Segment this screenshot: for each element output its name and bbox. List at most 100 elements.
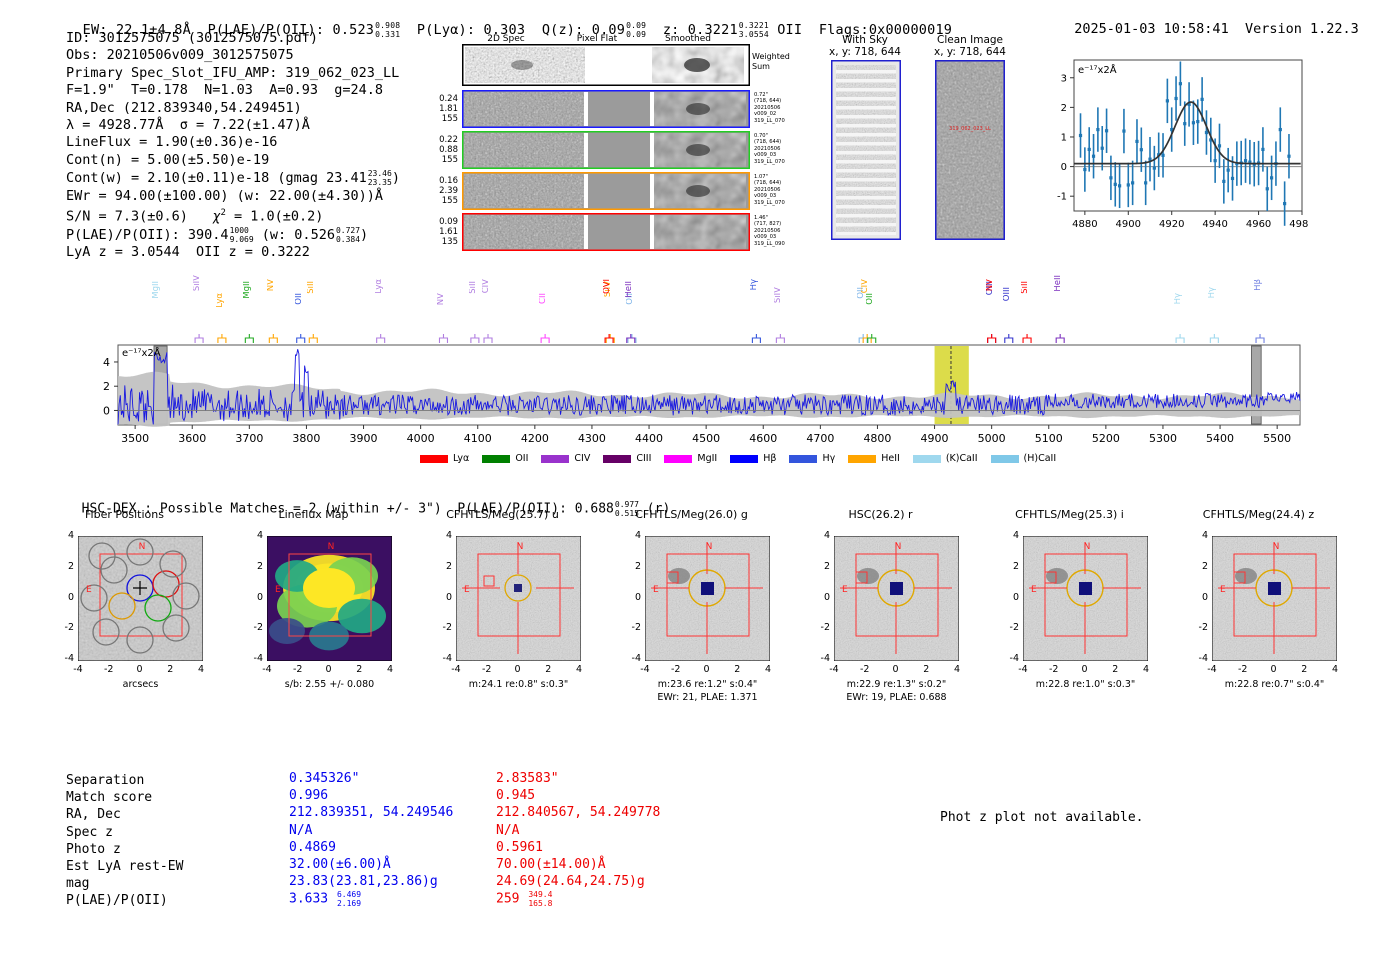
imaging-xtick: 0 — [1270, 664, 1277, 675]
object-info-block: ID: 3012575075 (3012575075.pdf) Obs: 202… — [66, 30, 400, 262]
gauss-xtick: 4880 — [1072, 219, 1097, 230]
legend-label: OII — [515, 453, 529, 464]
imaging-ytick: -4 — [820, 653, 830, 664]
imaging-cutout[interactable]: NE — [645, 536, 770, 661]
match-table-value: 2.83583" — [496, 771, 559, 786]
spectrum-ytick: 2 — [103, 380, 110, 393]
gauss-ytick: 0 — [1061, 162, 1067, 173]
spectrum-line-label: NV — [985, 279, 995, 292]
line-label-text: NV — [985, 279, 995, 292]
line-label-text: CIV — [482, 279, 492, 294]
compass-east-icon: E — [653, 585, 659, 595]
spectrum-xtick: 4600 — [749, 432, 777, 445]
spec2d-left-value: 0.16 — [439, 176, 458, 186]
match-table-value: 32.00(±6.00)Å — [289, 857, 391, 872]
spec2d-left-value: 0.24 — [439, 94, 458, 104]
line-label-text: Hβ — [1254, 279, 1264, 291]
spec2d-group: 2D Spec Pixel Flat Smoothed — [462, 34, 762, 249]
match-table-value: 0.996 — [289, 788, 329, 804]
line-bracket — [483, 337, 493, 343]
legend-label: Lyα — [453, 453, 470, 464]
imaging-ytick: -4 — [442, 653, 452, 664]
legend-swatch — [990, 454, 1019, 463]
legend-label: Hβ — [763, 453, 777, 464]
gauss-data-points — [1078, 61, 1291, 226]
header-ew: EW: 22.1±4.8Å — [82, 22, 191, 38]
imaging-cutout[interactable]: NE — [267, 536, 392, 661]
info-plae-post: ) — [360, 226, 369, 243]
match-table-value: 0.945 — [496, 788, 536, 804]
imaging-xtick: 4 — [386, 664, 394, 675]
spectrum-line-label: HeII — [1054, 275, 1063, 292]
spec2d-right-value: 319_LL_090 — [754, 240, 785, 247]
imaging-ytick: 0 — [1012, 591, 1019, 603]
spectrum-line-label: Lyα — [215, 293, 225, 308]
spectrum-line-label: MgII — [243, 281, 252, 299]
spec2d-row-rightlabel: 1.46" (717, 827) 20210506 v009_03 319_LL_090 — [754, 215, 814, 247]
spectrum-line-label: SiII — [307, 281, 316, 294]
header-z-hi: 0.3221 — [738, 21, 769, 30]
info-snr-chi2: S/N = 7.3(±0.6) χ2 = 1.0(±0.2) — [66, 205, 400, 226]
header-plae-lo: 0.331 — [375, 30, 401, 39]
imaging-ytick: 4 — [1201, 530, 1208, 541]
imaging-xtick: -4 — [640, 664, 650, 675]
info-cont-n: Cont(n) = 5.00(±5.50)e-19 — [66, 151, 270, 168]
imaging-cutout[interactable]: NE — [1023, 536, 1148, 661]
imaging-cutout[interactable]: NE — [456, 536, 581, 661]
spectrum-line-label: NV — [437, 293, 446, 305]
imaging-cutout[interactable]: NE — [834, 536, 959, 661]
spectrum-line-label: OII — [865, 293, 875, 305]
line-bracket — [1255, 337, 1265, 343]
imaging-ytick: -2 — [442, 622, 452, 634]
match-table-value: 3.633 6.469 2.169 — [289, 890, 361, 908]
compass-north-icon: N — [328, 542, 335, 552]
legend-label: CIII — [636, 453, 652, 464]
legend-item: CIII — [603, 453, 651, 464]
line-label-text: OII — [865, 293, 875, 305]
spec2d-left-value: 135 — [441, 237, 458, 247]
spec2d-left-value: 0.22 — [439, 135, 458, 145]
imaging-panel-title: HSC(26.2) r — [848, 508, 913, 521]
imaging-xtick: 0 — [514, 664, 521, 675]
imaging-cutout[interactable]: NE — [78, 536, 203, 661]
spec2d-row-leftlabel: 0.22 0.88 155 — [432, 135, 458, 165]
line-label-text: NV — [267, 279, 277, 292]
spec2d-row-image — [462, 131, 750, 169]
line-bracket — [470, 337, 480, 343]
imaging-cutout[interactable]: NE — [1212, 536, 1337, 661]
match-table-value: 24.69(24.64,24.75)g — [496, 874, 645, 890]
info-plae-w-hi: 0.727 — [335, 225, 361, 235]
imaging-xtick: -2 — [1238, 664, 1248, 675]
imaging-ytick: -4 — [631, 653, 641, 664]
info-plae-mid: (w: 0.526 — [261, 226, 335, 243]
imaging-ytick: -2 — [64, 622, 74, 634]
imaging-xtick: 2 — [734, 664, 741, 675]
emission-line-fit-plot: e⁻¹⁷x2Å 4880 4900 4920 4940 4960 4980 -1 0 1 2 3 — [1040, 52, 1315, 237]
imaging-xtick: 2 — [356, 664, 363, 675]
spec2d-left-value: 1.81 — [439, 104, 458, 114]
photz-note: Phot z plot not available. — [940, 810, 1144, 825]
line-label-text: Lyα — [215, 293, 225, 308]
spectrum-line-label: Lyα — [374, 279, 384, 294]
imaging-xtick: 0 — [1081, 664, 1088, 675]
spec2d-right-value: 319_LL_070 — [754, 158, 785, 165]
imaging-ytick: 2 — [67, 560, 74, 572]
header-qz-lo: 0.09 — [626, 30, 647, 39]
imaging-panel-title: Fiber Positions — [85, 508, 164, 521]
match-table-value: 70.00(±14.00)Å — [496, 857, 606, 872]
header-z-type: OII — [777, 22, 803, 38]
gauss-unit-label: e⁻¹⁷x2Å — [1078, 63, 1117, 76]
spec2d-row-leftlabel: 0.09 1.61 135 — [432, 217, 458, 247]
spectrum-xtick: 3900 — [350, 432, 378, 445]
with-sky-title: With Sky — [842, 34, 888, 46]
spec2d-right-value: v009_03 — [754, 193, 777, 200]
info-gmag-lo: 23.35 — [367, 178, 392, 188]
line-label-text: Lyα — [374, 279, 384, 294]
match-table-row-label: Match score — [66, 790, 153, 806]
spec2d-row-image — [462, 90, 750, 128]
header-qz: Q(z): 0.09 — [541, 22, 626, 38]
spectrum-xtick: 4200 — [521, 432, 549, 445]
legend-item: HeII — [848, 453, 900, 464]
spec2d-right-value: 0.72" — [754, 92, 768, 98]
imaging-caption-secondary: EWr: 21, PLAE: 1.371 — [657, 692, 758, 703]
